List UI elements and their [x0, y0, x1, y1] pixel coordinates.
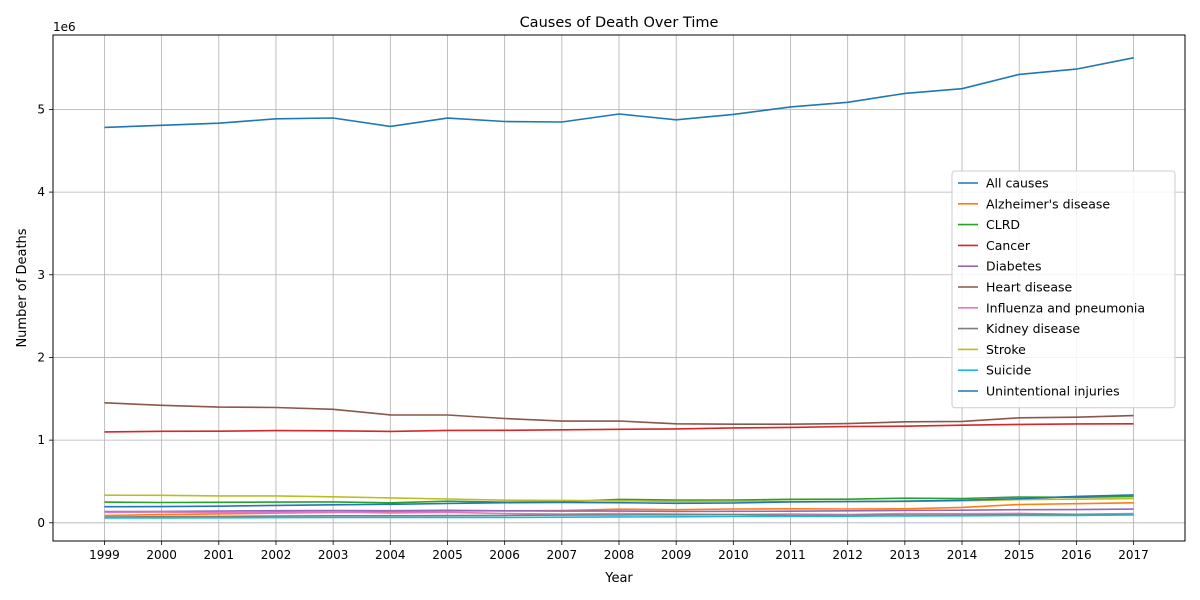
- legend-label: Suicide: [986, 363, 1032, 378]
- y-tick-label: 1: [37, 433, 45, 447]
- y-tick-label: 4: [37, 185, 45, 199]
- series-lines: [104, 57, 1134, 519]
- y-tick-label: 3: [37, 268, 45, 282]
- x-tick-label: 2017: [1118, 548, 1149, 562]
- legend-label: Kidney disease: [986, 321, 1080, 336]
- x-tick-label: 2016: [1061, 548, 1092, 562]
- y-tick-label: 2: [37, 350, 45, 364]
- x-tick-label: 2013: [890, 548, 921, 562]
- legend-label: Cancer: [986, 238, 1031, 253]
- series-line-suicide: [104, 514, 1134, 519]
- x-tick-label: 2000: [146, 548, 177, 562]
- series-line-heart-disease: [104, 402, 1134, 426]
- x-tick-label: 2005: [432, 548, 463, 562]
- x-tick-label: 2003: [318, 548, 349, 562]
- x-tick-label: 1999: [89, 548, 120, 562]
- axis-ticks: 1999 2000 2001 2002 2003 2004 2005 2006 2007 2008…: [37, 102, 1148, 562]
- legend-label: Stroke: [986, 342, 1026, 357]
- x-tick-label: 2006: [489, 548, 520, 562]
- y-axis-offset-label: 1e6: [53, 20, 76, 34]
- x-tick-label: 2009: [661, 548, 692, 562]
- chart-title: Causes of Death Over Time: [520, 15, 719, 31]
- legend-label: Influenza and pneumonia: [986, 300, 1145, 315]
- series-line-diabetes: [104, 508, 1134, 513]
- x-tick-label: 2010: [718, 548, 749, 562]
- series-line-cancer: [104, 422, 1134, 433]
- series-line-clrd: [104, 495, 1134, 504]
- legend-label: Unintentional injuries: [986, 384, 1120, 399]
- legend-label: Alzheimer's disease: [986, 196, 1110, 211]
- legend-label: All causes: [986, 176, 1049, 191]
- x-axis-label: Year: [604, 571, 633, 586]
- x-tick-label: 2011: [775, 548, 806, 562]
- x-tick-label: 2007: [547, 548, 578, 562]
- x-tick-label: 2008: [604, 548, 635, 562]
- series-line-unintentional-injuries: [104, 494, 1134, 508]
- legend-label: Heart disease: [986, 280, 1073, 295]
- y-axis-label: Number of Deaths: [15, 228, 30, 347]
- x-tick-label: 2001: [204, 548, 235, 562]
- legend-label: CLRD: [986, 217, 1020, 232]
- x-tick-label: 2002: [261, 548, 292, 562]
- x-tick-label: 2012: [832, 548, 863, 562]
- series-line-influenza-and-pneumonia: [104, 511, 1134, 516]
- legend-label: Diabetes: [986, 259, 1042, 274]
- x-tick-label: 2004: [375, 548, 406, 562]
- y-tick-label: 0: [37, 516, 45, 530]
- y-tick-label: 5: [37, 102, 45, 116]
- x-tick-label: 2014: [947, 548, 978, 562]
- series-line-all-causes: [104, 57, 1134, 129]
- x-tick-label: 2015: [1004, 548, 1035, 562]
- legend: All causes Alzheimer's disease CLRD Cancer D…: [951, 170, 1176, 409]
- legend-box: [951, 170, 1176, 409]
